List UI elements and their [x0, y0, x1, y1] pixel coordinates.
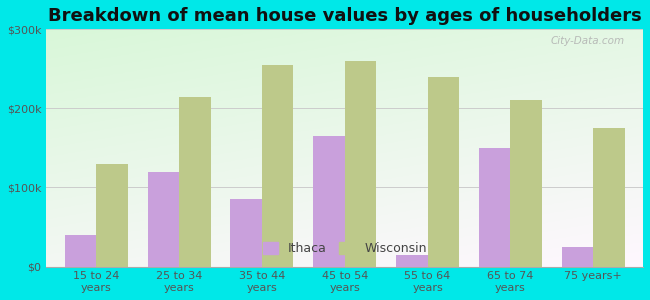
Text: City-Data.com: City-Data.com: [551, 36, 625, 46]
Bar: [344, 61, 376, 267]
Bar: [313, 136, 345, 267]
Bar: [593, 128, 625, 267]
Bar: [428, 77, 459, 267]
Bar: [96, 164, 127, 267]
Bar: [64, 235, 96, 267]
Bar: [179, 97, 211, 267]
Bar: [230, 200, 262, 267]
Bar: [262, 65, 293, 267]
Bar: [396, 255, 428, 267]
Bar: [479, 148, 510, 267]
Bar: [510, 100, 542, 267]
Legend: Ithaca, Wisconsin: Ithaca, Wisconsin: [258, 237, 432, 260]
Bar: [562, 247, 593, 267]
Bar: [148, 172, 179, 267]
Title: Breakdown of mean house values by ages of householders: Breakdown of mean house values by ages o…: [48, 7, 642, 25]
